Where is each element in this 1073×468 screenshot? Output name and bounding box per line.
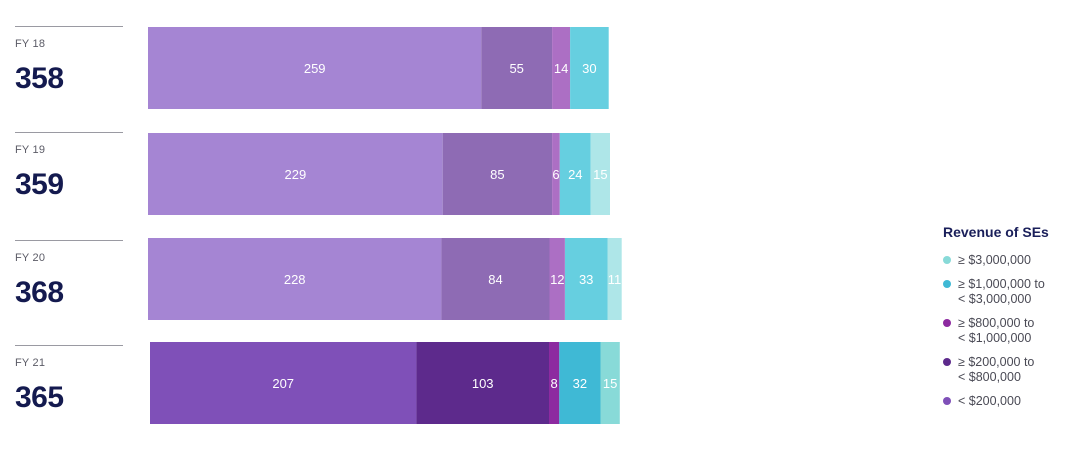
legend-item: < $200,000 — [943, 394, 1071, 409]
legend-label: < $200,000 — [958, 394, 1021, 408]
legend-item: ≥ $1,000,000 to < $3,000,000 — [943, 277, 1071, 307]
bar-segment — [590, 133, 610, 215]
row-divider — [15, 26, 123, 27]
fiscal-year-label: FY 21 — [15, 357, 46, 369]
fiscal-year-label: FY 20 — [15, 252, 46, 264]
legend-label: ≥ $200,000 to — [958, 355, 1035, 369]
legend-label: ≥ $800,000 to — [958, 316, 1035, 330]
bar-segment — [416, 342, 549, 424]
bar-value-label: 103 — [472, 376, 494, 391]
legend-title: Revenue of SEs — [943, 224, 1049, 240]
bar-value-label: 24 — [568, 167, 582, 182]
bar-segment — [148, 27, 482, 109]
bar-segment — [148, 133, 443, 215]
legend-item: ≥ $800,000 to < $1,000,000 — [943, 316, 1071, 346]
bar-row: 229 85 6 24 15 — [148, 133, 610, 215]
legend-swatch — [943, 397, 951, 405]
bar-value-label: 228 — [284, 272, 306, 287]
bar-segment — [150, 342, 417, 424]
bar-segment — [600, 342, 620, 424]
bar-value-label: 8 — [550, 376, 557, 391]
row-divider — [15, 132, 123, 133]
legend-item: ≥ $3,000,000 — [943, 253, 1071, 268]
row-divider — [15, 240, 123, 241]
bar-segment — [565, 238, 608, 320]
legend: Revenue of SEs ≥ $3,000,000 ≥ $1,000,000 … — [943, 224, 1071, 418]
bar-value-label: 6 — [552, 167, 559, 182]
bar-value-label: 14 — [554, 61, 568, 76]
legend-label: ≥ $1,000,000 to — [958, 277, 1045, 291]
legend-item: ≥ $200,000 to < $800,000 — [943, 355, 1071, 385]
legend-label: < $3,000,000 — [958, 292, 1032, 306]
row-total: 359 — [15, 168, 64, 201]
row-divider — [15, 345, 123, 346]
fiscal-year-label: FY 18 — [15, 38, 46, 50]
legend-label: ≥ $3,000,000 — [958, 253, 1031, 267]
bar-value-label: 12 — [550, 272, 564, 287]
legend-swatch — [943, 358, 951, 366]
bar-value-label: 32 — [573, 376, 587, 391]
row-total: 365 — [15, 381, 64, 414]
bar-segment — [552, 133, 560, 215]
bar-value-label: 229 — [285, 167, 307, 182]
legend-swatch — [943, 319, 951, 327]
row-label-block: FY 20 368 — [15, 240, 123, 310]
bar-value-label: 259 — [304, 61, 326, 76]
bar-segment — [549, 342, 560, 424]
bar-row: 259 55 14 30 — [148, 27, 609, 109]
row-total: 368 — [15, 276, 64, 309]
bar-value-label: 55 — [509, 61, 523, 76]
bar-value-label: 11 — [608, 272, 622, 287]
legend-items: ≥ $3,000,000 ≥ $1,000,000 to < $3,000,000 ≥… — [943, 253, 1071, 409]
row-label-block: FY 19 359 — [15, 132, 123, 202]
legend-swatch — [943, 280, 951, 288]
legend-swatch — [943, 256, 951, 264]
row-label-block: FY 18 358 — [15, 26, 123, 96]
bar-segment — [570, 27, 609, 109]
row-total: 358 — [15, 62, 64, 95]
bar-segment — [559, 342, 601, 424]
bar-segment — [552, 27, 571, 109]
bar-segment — [559, 133, 591, 215]
bar-segment — [549, 238, 565, 320]
fiscal-year-label: FY 19 — [15, 144, 46, 156]
bar-segment — [481, 27, 553, 109]
bar-segment — [442, 133, 553, 215]
legend-label: < $1,000,000 — [958, 331, 1032, 345]
bar-row: 207 103 8 32 15 — [150, 342, 620, 424]
bar-segment — [441, 238, 550, 320]
bar-value-label: 207 — [272, 376, 294, 391]
bar-row: 228 84 12 33 11 — [148, 238, 622, 320]
bar-value-label: 33 — [579, 272, 593, 287]
row-label-block: FY 21 365 — [15, 345, 123, 415]
bar-segment — [607, 238, 622, 320]
bar-segment — [148, 238, 442, 320]
bar-value-label: 30 — [582, 61, 596, 76]
bar-value-label: 15 — [593, 167, 607, 182]
bar-value-label: 85 — [490, 167, 504, 182]
bar-value-label: 15 — [603, 376, 617, 391]
legend-label: < $800,000 — [958, 370, 1021, 384]
bar-value-label: 84 — [488, 272, 502, 287]
